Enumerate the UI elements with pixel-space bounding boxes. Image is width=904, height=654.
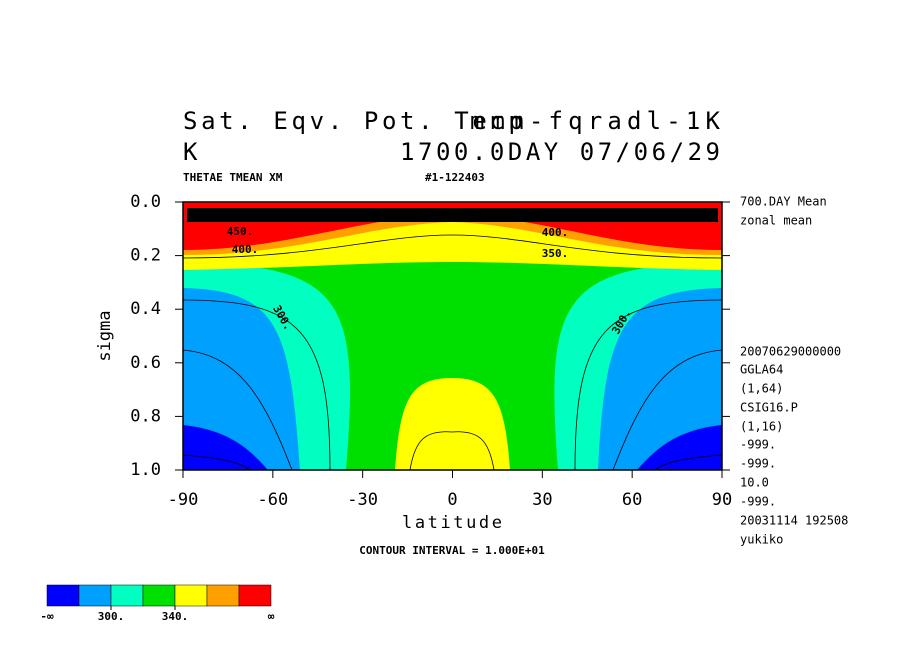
contour-line — [612, 349, 723, 471]
note: -999. — [740, 438, 776, 452]
x-tick-label: -30 — [347, 490, 378, 510]
note: CSIG16.P — [740, 401, 798, 415]
x-tick-label: 60 — [622, 490, 642, 510]
note: -999. — [740, 457, 776, 471]
contour-label: 400. — [232, 243, 259, 256]
colorbar-label: 340. — [162, 610, 189, 623]
note: GGLA64 — [740, 363, 783, 377]
contour-line — [409, 431, 495, 471]
contour-band — [395, 378, 510, 470]
units: K — [183, 138, 198, 166]
colorbar-box — [142, 584, 176, 607]
contour-line — [182, 454, 251, 471]
x-tick-label: 30 — [532, 490, 552, 510]
note: -999. — [740, 495, 776, 509]
note: 20031114 192508 — [740, 514, 848, 528]
note: (1,64) — [740, 382, 783, 396]
colorbar-end: ∞ — [268, 610, 275, 623]
y-tick-label: 0.4 — [130, 299, 161, 319]
colorbar-box — [174, 584, 208, 607]
x-tick-label: 90 — [712, 490, 732, 510]
y-tick-label: 0.6 — [130, 353, 161, 373]
contour-band — [637, 425, 722, 470]
contour-interval: CONTOUR INTERVAL = 1.000E+01 — [359, 544, 545, 557]
variable: THETAE TMEAN XM — [183, 171, 283, 184]
x-tick-label: -60 — [257, 490, 288, 510]
colorbar-box — [206, 584, 240, 607]
contour-band — [183, 425, 268, 470]
colorbar-box — [78, 584, 112, 607]
colorbar-end: -∞ — [40, 610, 54, 623]
colorbar-box — [110, 584, 144, 607]
colorbar-label: 300. — [98, 610, 125, 623]
colorbar-box — [238, 584, 272, 607]
y-tick-label: 0.2 — [130, 246, 161, 266]
contour-line — [182, 234, 723, 259]
note: zonal mean — [740, 214, 812, 228]
colorbar-box — [46, 584, 80, 607]
x-tick-label: 0 — [447, 490, 457, 510]
x-tick-label: -90 — [168, 490, 199, 510]
dense-contours — [187, 208, 718, 222]
chart-title-overlay: mcm-fqradl-1K — [470, 107, 721, 135]
y-tick-label: 0.8 — [130, 406, 161, 426]
contour-field — [182, 202, 723, 471]
contour-line — [182, 349, 293, 471]
note: (1,16) — [740, 420, 783, 434]
note: 700.DAY Mean — [740, 195, 827, 209]
y-tick-label: 1.0 — [130, 460, 161, 480]
run-id: #1-122403 — [425, 171, 485, 184]
x-axis-label: latitude — [402, 513, 502, 533]
y-tick-label: 0.0 — [130, 192, 161, 212]
note: yukiko — [740, 533, 783, 547]
contour-line — [654, 454, 723, 471]
contour-label: 350. — [542, 247, 569, 260]
contour-line — [182, 299, 331, 471]
note: 10.0 — [740, 476, 769, 490]
chart-title: Sat. Eqv. Pot. Temp — [183, 107, 523, 135]
contour-band — [183, 202, 722, 470]
y-axis-label: sigma — [95, 310, 115, 361]
contour-label: 400. — [542, 226, 569, 239]
subtitle: 1700.0DAY 07/06/29 — [400, 138, 720, 166]
note: 20070629000000 — [740, 345, 841, 359]
contour-line — [574, 299, 723, 471]
contour-label: 450. — [542, 206, 569, 219]
contour-label: 450. — [227, 225, 254, 238]
